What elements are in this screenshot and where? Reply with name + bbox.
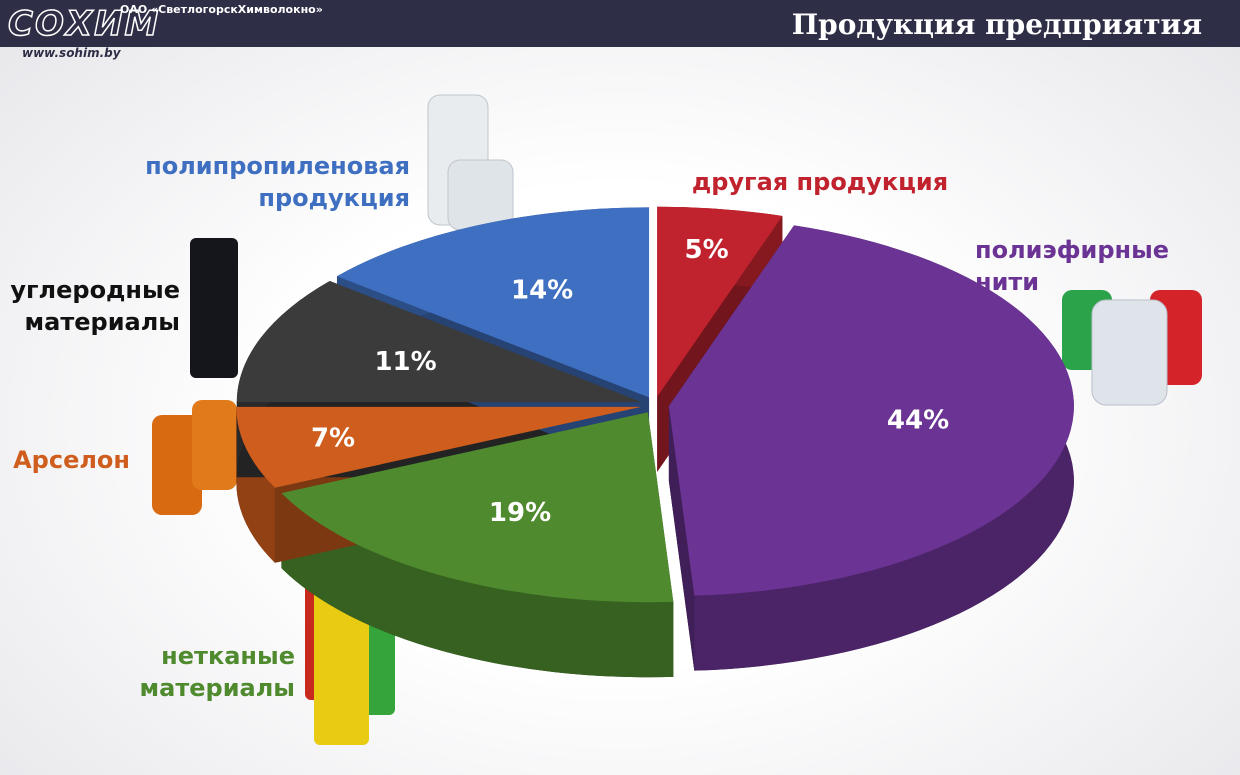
logo: СОХИМ [7, 3, 161, 45]
value-label: 19% [489, 498, 551, 528]
category-label: углеродные материалы [10, 276, 180, 336]
slice [657, 206, 783, 397]
category-label: полипропиленовая продукция [145, 152, 410, 212]
slice [668, 225, 1074, 596]
slice [236, 406, 642, 488]
category-label: нетканые материалы [139, 642, 295, 702]
category-label: другая продукция [691, 168, 949, 196]
site-url[interactable]: www.sohim.by [22, 46, 121, 60]
slice-side [281, 493, 674, 678]
value-label: 7% [311, 424, 355, 454]
slice [236, 281, 642, 403]
value-label: 44% [887, 405, 949, 435]
category-label: Арселон [13, 446, 130, 474]
value-label: 11% [374, 347, 436, 377]
company-name: ОАО «СветлогорскХимволокно» [120, 3, 323, 16]
illustrations [152, 94, 1202, 745]
header-bar [0, 0, 1240, 47]
value-label: 5% [685, 235, 729, 265]
page-title: Продукция предприятия [791, 8, 1202, 41]
slice [281, 412, 674, 603]
value-label: 14% [511, 275, 573, 305]
slice-side [236, 406, 275, 563]
slice-cut [668, 406, 695, 671]
slice [336, 207, 650, 398]
category-label: полиэфирные нити [975, 236, 1170, 296]
